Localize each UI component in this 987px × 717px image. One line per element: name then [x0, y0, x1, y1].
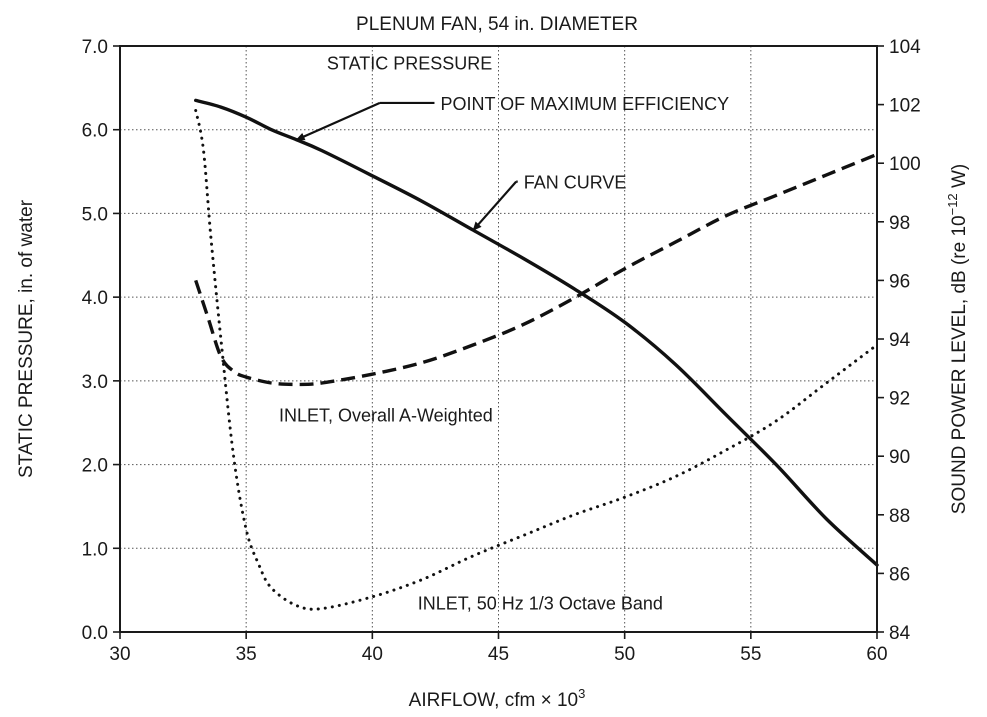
- series-line-3: [194, 109, 879, 611]
- y-left-tick-label: 1.0: [82, 539, 108, 560]
- annotations: STATIC PRESSURE POINT OF MAXIMUM EFFICIEN…: [279, 54, 729, 614]
- y-left-tick-label: 7.0: [82, 37, 108, 58]
- x-tick-label: 50: [614, 644, 635, 665]
- y-left-tick-label: 2.0: [82, 456, 108, 477]
- x-tick-label: 45: [488, 644, 509, 665]
- y-axis-right-title: SOUND POWER LEVEL, dB (re 10−12 W): [945, 164, 970, 514]
- y-right-tick-label: 92: [889, 389, 910, 410]
- y-left-tick-label: 6.0: [82, 121, 108, 142]
- annotation-label: STATIC PRESSURE: [327, 54, 492, 74]
- ticks: 30 35 40 45 50 55 60 0.0 1.0 2.0 3.0 4.0 5.0 6.0 7.0 84…: [82, 37, 922, 665]
- series-layer: [194, 98, 879, 611]
- x-axis-title: AIRFLOW, cfm × 103: [409, 686, 586, 711]
- y-right-tick-label: 102: [889, 96, 921, 117]
- annotation-label: INLET, Overall A-Weighted: [279, 405, 493, 425]
- series-line-1: [194, 98, 879, 567]
- chart-title: PLENUM FAN, 54 in. DIAMETER: [356, 14, 638, 35]
- y-left-tick-label: 3.0: [82, 372, 108, 393]
- x-tick-label: 35: [236, 644, 257, 665]
- y-right-tick-label: 96: [889, 271, 910, 292]
- y-right-tick-label: 84: [889, 623, 911, 644]
- y-axis-left-title: STATIC PRESSURE, in. of water: [16, 199, 37, 478]
- annotation-label: FAN CURVE: [524, 173, 627, 193]
- y-right-tick-label: 86: [889, 564, 910, 585]
- y-right-tick-label: 94: [889, 330, 911, 351]
- y-right-tick-label: 88: [889, 506, 910, 527]
- y-left-tick-label: 4.0: [82, 288, 108, 309]
- x-tick-label: 55: [740, 644, 761, 665]
- y-left-tick-label: 0.0: [82, 623, 108, 644]
- y-right-tick-label: 98: [889, 213, 910, 234]
- annotation-arrow: [472, 180, 517, 231]
- series-line-2: [194, 152, 878, 387]
- annotation-arrow: [295, 101, 381, 141]
- annotation-label: INLET, 50 Hz 1/3 Octave Band: [418, 594, 663, 614]
- y-right-tick-label: 104: [889, 37, 921, 58]
- y-right-tick-label: 90: [889, 447, 910, 468]
- annotation-label: POINT OF MAXIMUM EFFICIENCY: [440, 94, 729, 114]
- x-tick-label: 60: [866, 644, 887, 665]
- x-tick-label: 40: [362, 644, 383, 665]
- x-tick-label: 30: [109, 644, 130, 665]
- y-left-tick-label: 5.0: [82, 204, 108, 225]
- y-right-tick-label: 100: [889, 154, 921, 175]
